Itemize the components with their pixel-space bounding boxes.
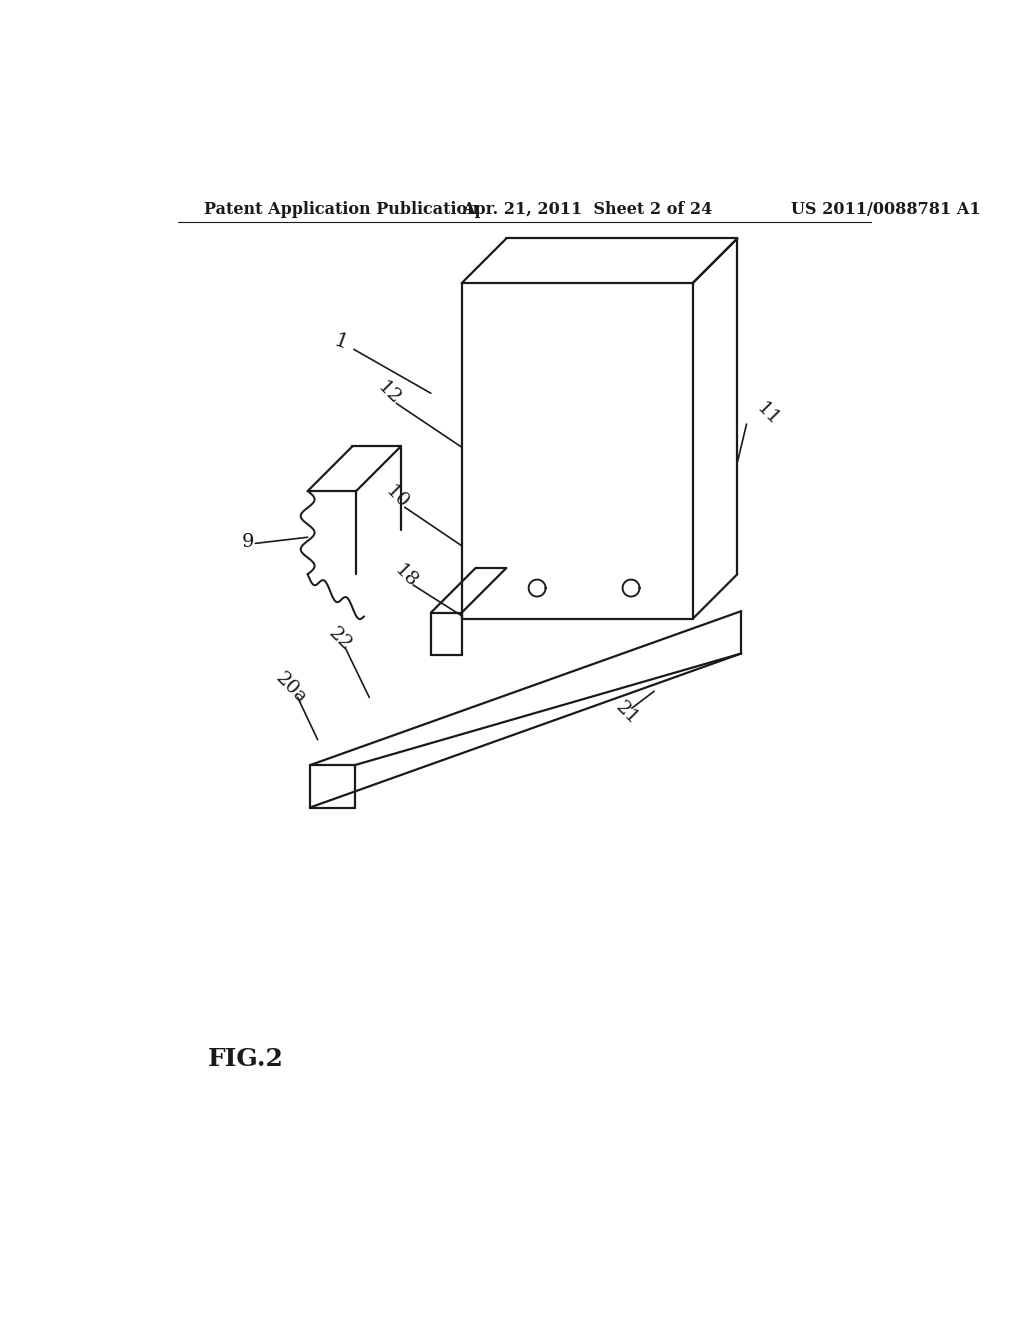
Text: 10: 10 bbox=[382, 482, 412, 512]
Text: US 2011/0088781 A1: US 2011/0088781 A1 bbox=[792, 202, 981, 219]
Text: 1: 1 bbox=[331, 330, 350, 352]
Text: 20a: 20a bbox=[271, 669, 310, 708]
Text: Patent Application Publication: Patent Application Publication bbox=[204, 202, 478, 219]
Text: 22: 22 bbox=[325, 624, 355, 655]
Text: 9: 9 bbox=[242, 533, 254, 550]
Text: 21: 21 bbox=[612, 698, 642, 727]
Text: 12: 12 bbox=[374, 378, 403, 408]
Text: FIG.2: FIG.2 bbox=[208, 1047, 284, 1072]
Text: 11: 11 bbox=[753, 399, 783, 429]
Text: Apr. 21, 2011  Sheet 2 of 24: Apr. 21, 2011 Sheet 2 of 24 bbox=[462, 202, 712, 219]
Text: 18: 18 bbox=[391, 561, 421, 591]
